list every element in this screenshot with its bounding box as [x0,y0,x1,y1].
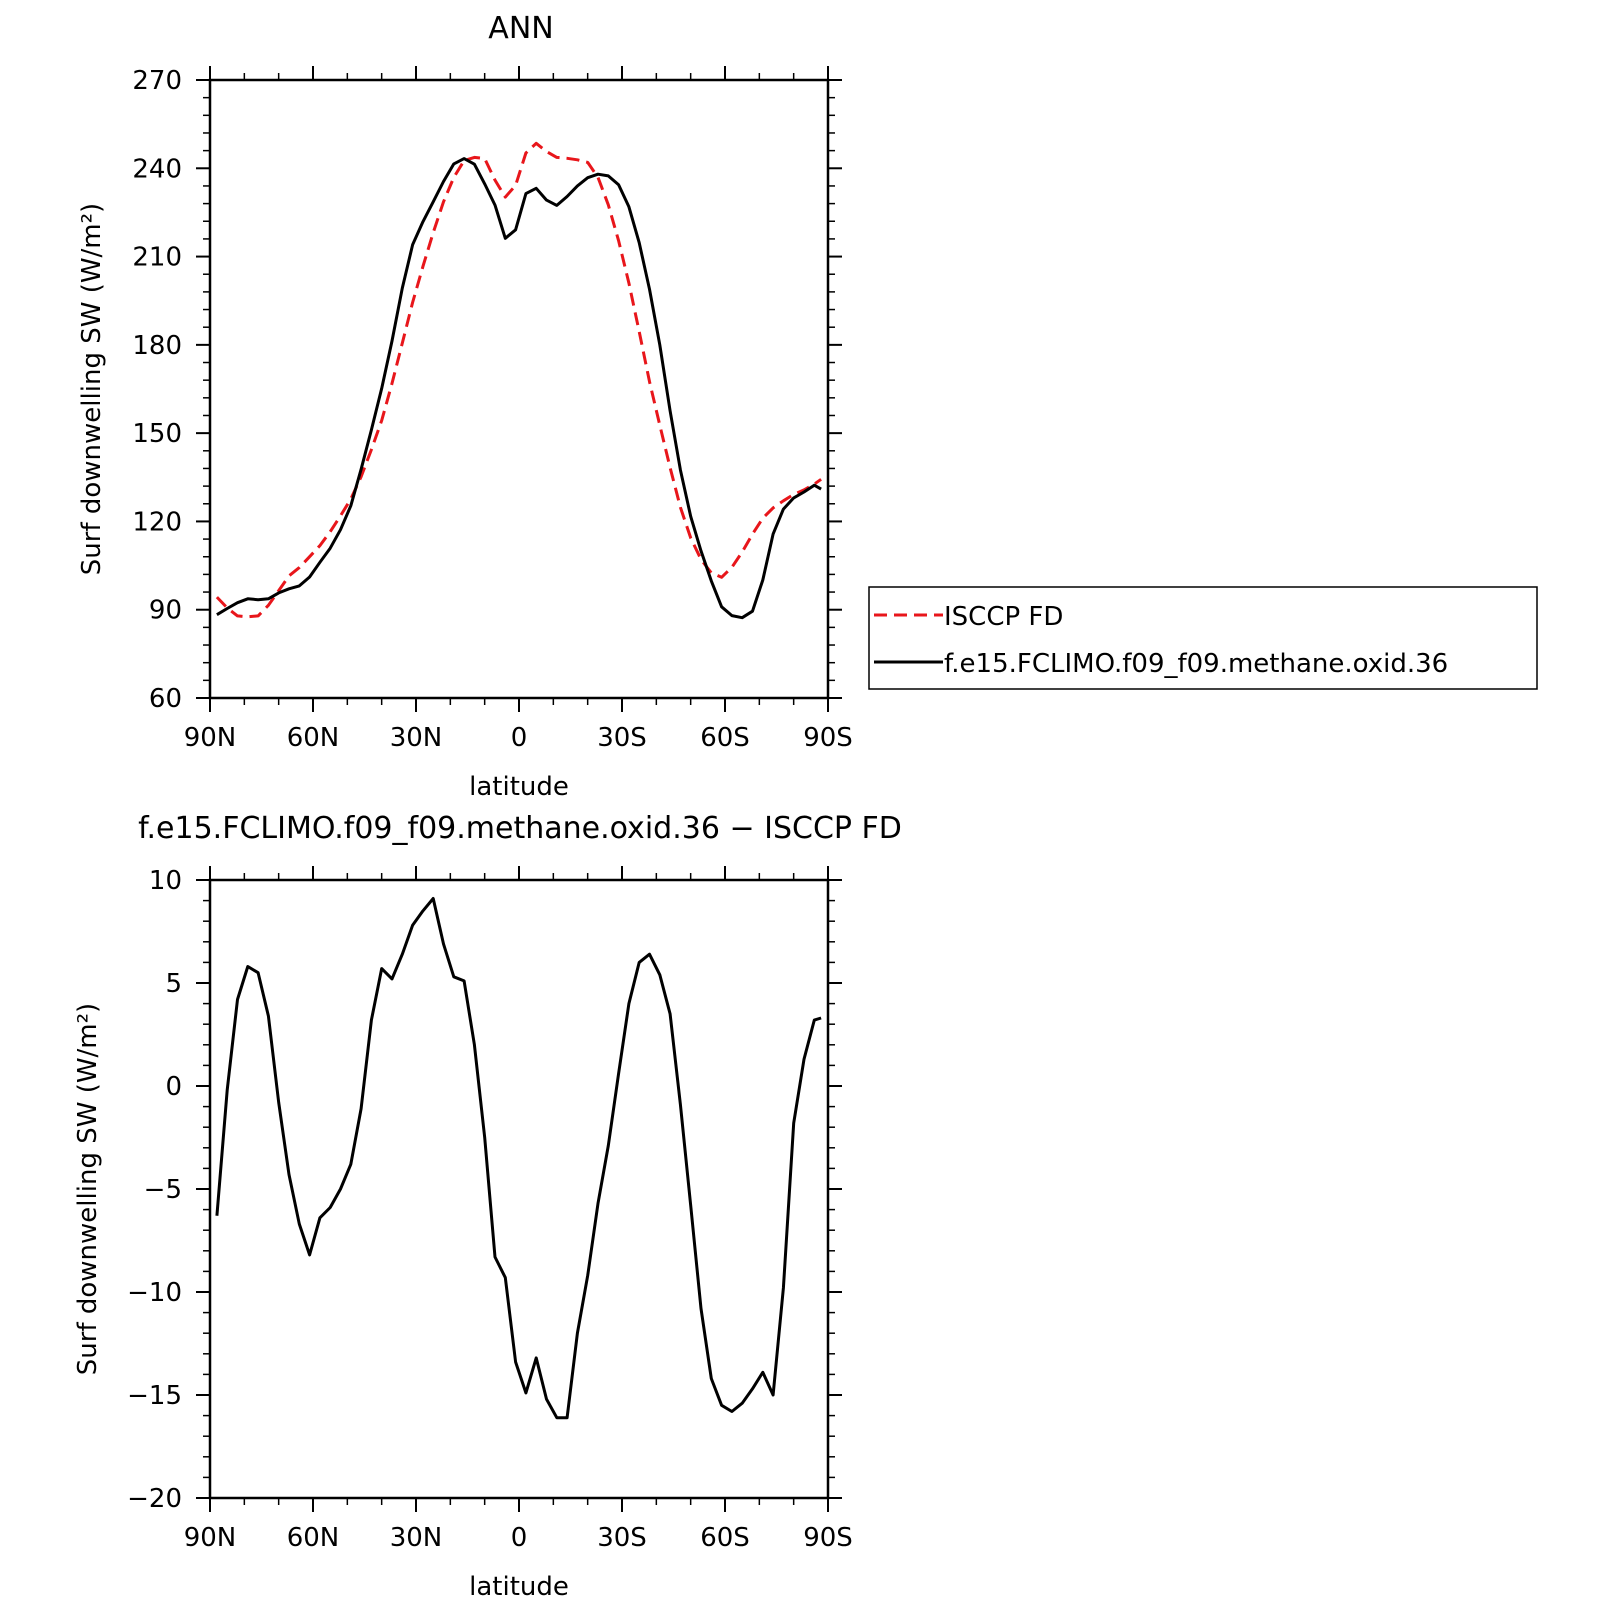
series-line-0-0 [215,141,822,619]
top-x-axis-label: latitude [469,772,569,802]
y-tick-label: 270 [132,66,182,96]
y-tick-label: 10 [149,866,182,896]
x-tick-label: 30S [597,1523,647,1553]
y-tick-label: 120 [132,507,182,537]
bottom-plot-frame [208,878,830,1500]
legend-label-model: f.e15.FCLIMO.f09_f09.methane.oxid.36 [944,649,1448,679]
y-tick-label: 5 [165,969,182,999]
legend-label-isccp: ISCCP FD [944,602,1063,632]
x-tick-label: 30S [597,723,647,753]
bottom-chart-title: f.e15.FCLIMO.f09_f09.methane.oxid.36 − I… [138,811,902,846]
y-tick-label: −5 [144,1175,182,1205]
x-tick-label: 60N [287,1523,340,1553]
x-tick-label: 30N [390,723,443,753]
x-tick-label: 30N [390,1523,443,1553]
y-tick-label: 180 [132,331,182,361]
y-tick-label: 60 [149,684,182,714]
x-tick-label: 60S [700,723,750,753]
series-line-0-1 [216,157,822,620]
y-tick-label: −10 [127,1278,182,1308]
x-tick-label: 0 [511,723,528,753]
bottom-y-axis-label: Surf downwelling SW (W/m²) [73,1003,103,1375]
bottom-axis-ticks: 90N 60N 30N 0 30S 60S 90S −20 −15 −10 −5 0 5 10 [127,866,853,1553]
x-tick-label: 90N [184,723,237,753]
x-tick-label: 0 [511,1523,528,1553]
top-y-axis-label: Surf downwelling SW (W/m²) [77,203,107,575]
top-panel: ANN 90N 60N 30N 0 30S 60S 90S 60 90 120 150 180 210 2… [77,11,1538,802]
legend-box [868,586,1538,690]
y-tick-label: 210 [132,243,182,273]
x-tick-label: 60S [700,1523,750,1553]
x-tick-label: 60N [287,723,340,753]
top-series-lines [215,141,822,620]
bottom-series-lines [215,897,822,1420]
y-tick-label: −15 [127,1381,182,1411]
bottom-panel: f.e15.FCLIMO.f09_f09.methane.oxid.36 − I… [73,811,902,1602]
top-chart-title: ANN [488,11,553,46]
y-tick-label: 0 [165,1072,182,1102]
y-tick-label: −20 [127,1484,182,1514]
y-tick-label: 240 [132,154,182,184]
x-tick-label: 90S [803,1523,853,1553]
series-line-1-0 [215,897,822,1420]
y-tick-label: 90 [149,596,182,626]
bottom-x-axis-label: latitude [469,1572,569,1602]
top-axis-ticks: 90N 60N 30N 0 30S 60S 90S 60 90 120 150 180 210 240 27… [132,66,853,753]
legend: ISCCP FD f.e15.FCLIMO.f09_f09.methane.ox… [868,586,1538,690]
x-tick-label: 90S [803,723,853,753]
x-tick-label: 90N [184,1523,237,1553]
y-tick-label: 150 [132,419,182,449]
